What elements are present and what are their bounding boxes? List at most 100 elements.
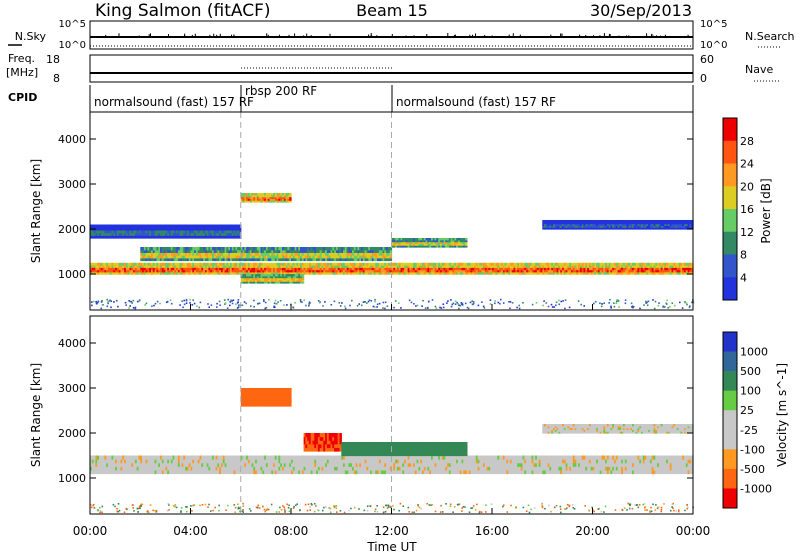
cell xyxy=(256,247,260,251)
cell xyxy=(233,466,236,471)
cell xyxy=(657,265,660,268)
cell xyxy=(339,462,342,467)
cell xyxy=(574,265,577,268)
cell xyxy=(203,459,206,464)
speck xyxy=(469,301,472,304)
cell xyxy=(667,269,671,273)
cell xyxy=(533,265,536,268)
cell xyxy=(206,229,210,234)
cell xyxy=(461,262,464,266)
cell xyxy=(167,247,170,251)
cell xyxy=(258,459,262,464)
cell xyxy=(230,252,233,256)
cell xyxy=(145,269,148,273)
cell xyxy=(470,265,473,268)
cell xyxy=(497,262,500,266)
cell xyxy=(346,469,349,475)
cell xyxy=(438,265,441,268)
cell xyxy=(411,243,414,246)
cell xyxy=(529,269,533,273)
cell xyxy=(501,269,504,273)
cell xyxy=(90,224,93,228)
speck xyxy=(231,300,233,302)
speck xyxy=(665,303,668,305)
y-tick-label: 3000 xyxy=(58,178,86,191)
cell xyxy=(160,462,163,467)
cell xyxy=(445,241,448,244)
cell xyxy=(188,459,192,464)
cell xyxy=(389,265,393,268)
cell xyxy=(215,252,218,256)
cell xyxy=(445,243,448,246)
cell xyxy=(129,466,132,471)
cell xyxy=(203,232,206,236)
cell xyxy=(520,267,524,271)
cell xyxy=(267,279,271,282)
cell xyxy=(662,262,665,266)
cell xyxy=(217,235,220,239)
cell xyxy=(125,269,129,273)
cell xyxy=(362,255,366,259)
cell xyxy=(147,255,150,259)
cell xyxy=(569,223,572,226)
speck xyxy=(550,303,553,306)
cell xyxy=(212,255,215,259)
cell xyxy=(228,271,231,275)
cell xyxy=(226,267,229,271)
cell xyxy=(565,269,568,273)
cell xyxy=(199,265,202,268)
cell xyxy=(567,221,570,225)
cell xyxy=(558,221,561,225)
nave-label: Nave xyxy=(745,63,773,76)
speck xyxy=(551,306,554,308)
cell xyxy=(296,466,299,471)
cell xyxy=(222,466,226,471)
cell xyxy=(316,252,319,256)
cell xyxy=(115,265,118,268)
cell xyxy=(131,227,134,231)
cell xyxy=(441,239,445,243)
cell xyxy=(321,271,324,275)
cell xyxy=(470,271,473,275)
cell xyxy=(572,265,576,268)
cell xyxy=(221,247,224,251)
cell xyxy=(416,269,419,273)
cell xyxy=(343,462,346,467)
cell xyxy=(291,265,294,268)
cell xyxy=(669,262,673,266)
cell xyxy=(167,232,170,236)
cell xyxy=(545,269,549,273)
cell xyxy=(282,262,285,266)
speck xyxy=(308,303,310,305)
cell xyxy=(355,271,358,275)
cell xyxy=(217,227,220,231)
cell xyxy=(434,239,437,243)
cell xyxy=(138,455,141,460)
cell xyxy=(186,255,190,259)
cell xyxy=(97,267,100,271)
cell xyxy=(623,262,626,266)
cell xyxy=(291,281,294,284)
cell xyxy=(317,466,321,471)
cell xyxy=(276,279,279,282)
cell xyxy=(278,459,281,464)
cell xyxy=(330,255,333,259)
cell xyxy=(249,194,253,198)
cell xyxy=(405,265,409,268)
speck xyxy=(301,301,303,303)
cell xyxy=(547,262,550,266)
cell xyxy=(678,265,681,268)
cell xyxy=(310,466,314,471)
cell xyxy=(183,255,186,259)
cell xyxy=(206,235,210,239)
cell xyxy=(368,469,371,475)
cell xyxy=(395,265,398,268)
cell xyxy=(93,224,96,228)
cell xyxy=(657,223,660,226)
cell xyxy=(623,271,626,275)
cell xyxy=(431,239,434,243)
cell xyxy=(307,269,310,273)
cell xyxy=(432,243,436,246)
cell xyxy=(386,255,389,259)
cell xyxy=(350,267,353,271)
